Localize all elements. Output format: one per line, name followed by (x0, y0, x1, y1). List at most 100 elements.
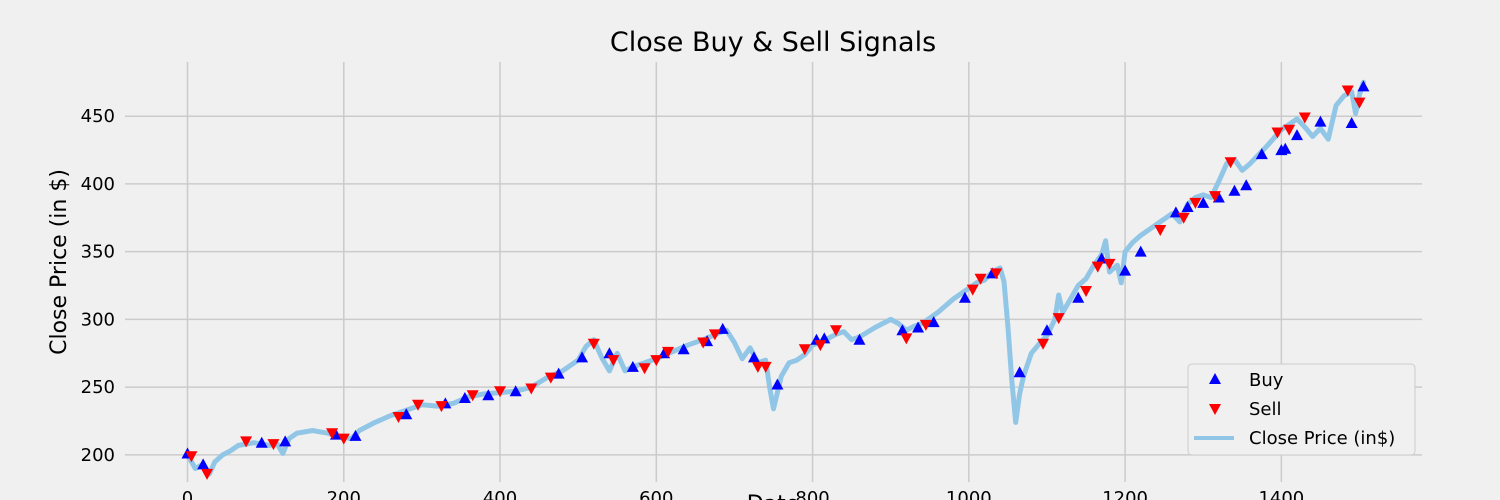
buy-marker (552, 367, 565, 379)
legend-sell-label: Sell (1249, 399, 1282, 420)
sell-marker (798, 344, 811, 356)
buy-marker (458, 392, 471, 403)
buy-marker (1255, 148, 1268, 160)
sell-marker (1189, 197, 1202, 209)
x-tick-label: 200 (327, 488, 361, 500)
buy-marker (1072, 291, 1085, 303)
buy-marker (747, 351, 760, 363)
chart-title: Close Buy & Sell Signals (610, 27, 936, 58)
buy-marker (197, 458, 210, 470)
x-axis-title: Date (747, 492, 800, 500)
sell-marker (326, 428, 339, 440)
sell-marker (494, 386, 507, 398)
sell-marker (966, 284, 979, 296)
buy-marker (1290, 129, 1303, 141)
sell-marker (544, 372, 557, 384)
buy-marker (509, 385, 522, 397)
tick-layer: 0 200 400 600 800 1000 1200 1400 200 250 300 350 400… (81, 106, 1305, 500)
sell-marker (587, 338, 600, 350)
buy-marker (626, 360, 639, 372)
buy-marker (853, 333, 866, 345)
sell-marker (1037, 338, 1050, 350)
buy-marker (1279, 142, 1292, 154)
buy-marker (1040, 324, 1053, 336)
buy-marker (1134, 245, 1147, 257)
sell-marker (1341, 85, 1354, 97)
sell-marker (900, 333, 913, 345)
y-tick-label: 200 (81, 445, 115, 466)
sell-marker (1103, 258, 1116, 270)
x-tick-label: 600 (639, 488, 673, 500)
sell-marker (638, 363, 651, 375)
buy-marker (279, 435, 292, 447)
sell-marker (1177, 212, 1190, 224)
sell-marker (1353, 97, 1366, 109)
legend-sell-marker (1209, 404, 1221, 415)
sell-marker (1224, 157, 1237, 169)
sell-marker (814, 340, 827, 352)
legend-line-label: Close Price (in$) (1249, 428, 1395, 449)
y-tick-label: 300 (81, 309, 115, 330)
sell-marker (650, 355, 663, 367)
marker-layer (181, 80, 1370, 480)
buy-marker (1228, 184, 1241, 196)
sell-marker (466, 390, 479, 402)
sell-marker (607, 355, 620, 367)
x-tick-label: 1000 (946, 488, 992, 500)
legend-buy-label: Buy (1249, 370, 1284, 391)
sell-marker (1298, 112, 1311, 124)
buy-marker (1240, 179, 1253, 191)
buy-marker (1119, 264, 1132, 276)
y-tick-label: 250 (81, 377, 115, 398)
buy-marker (482, 389, 495, 401)
sell-marker (201, 468, 214, 480)
x-tick-label: 0 (182, 488, 193, 500)
sell-marker (185, 451, 198, 463)
sell-marker (411, 399, 424, 411)
y-tick-label: 450 (81, 106, 115, 127)
buy-marker (912, 321, 925, 333)
sell-marker (974, 273, 987, 285)
sell-marker (990, 268, 1003, 280)
buy-marker (1197, 196, 1210, 208)
x-tick-label: 1400 (1258, 488, 1304, 500)
legend-box (1187, 363, 1416, 456)
sell-marker (1080, 285, 1093, 297)
buy-marker (1013, 366, 1026, 378)
buy-marker (349, 429, 362, 441)
x-tick-label: 800 (795, 488, 829, 500)
sell-marker (267, 439, 280, 451)
buy-marker (1314, 115, 1327, 127)
buy-marker (927, 316, 940, 328)
buy-marker (400, 408, 413, 420)
sell-marker (240, 436, 253, 448)
sell-marker (708, 329, 721, 341)
sell-marker (337, 433, 350, 445)
buy-marker (677, 343, 690, 355)
x-tick-label: 1200 (1102, 488, 1148, 500)
sell-marker (662, 346, 675, 358)
sell-marker (1271, 127, 1284, 139)
y-tick-label: 350 (81, 242, 115, 263)
sell-marker (919, 319, 932, 331)
x-tick-label: 400 (483, 488, 517, 500)
sell-marker (1283, 124, 1296, 136)
sell-marker (751, 361, 764, 373)
sell-marker (759, 361, 772, 373)
sell-marker (1208, 191, 1221, 203)
sell-marker (830, 325, 843, 337)
buy-marker (896, 324, 909, 336)
sell-marker (525, 383, 538, 395)
sell-marker (1091, 261, 1104, 273)
y-tick-label: 400 (81, 174, 115, 195)
legend: Buy Sell Close Price (in$) (1187, 363, 1416, 456)
buy-marker (958, 291, 971, 303)
sell-marker (1052, 313, 1065, 325)
y-axis-title: Close Price (in $) (47, 169, 72, 355)
buy-marker (576, 351, 589, 363)
sell-marker (697, 337, 710, 349)
sell-marker (392, 411, 405, 423)
buy-marker (1345, 116, 1358, 128)
